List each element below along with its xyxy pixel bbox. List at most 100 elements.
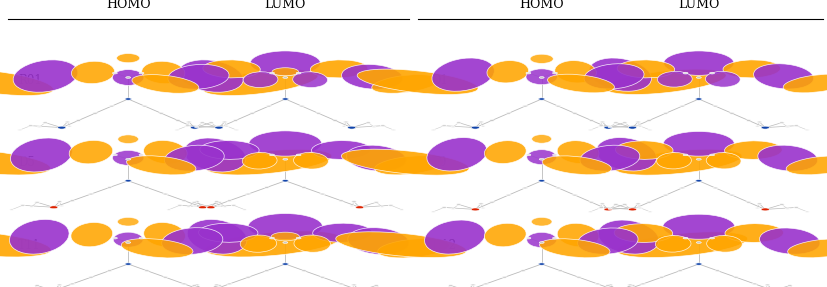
Ellipse shape	[729, 113, 734, 114]
Ellipse shape	[200, 122, 205, 123]
Ellipse shape	[108, 270, 112, 272]
Ellipse shape	[88, 193, 93, 195]
Ellipse shape	[270, 237, 275, 239]
Ellipse shape	[294, 152, 328, 169]
Ellipse shape	[584, 64, 644, 89]
Ellipse shape	[724, 141, 782, 159]
Ellipse shape	[131, 75, 199, 93]
Ellipse shape	[117, 218, 139, 226]
Ellipse shape	[192, 201, 197, 203]
Ellipse shape	[283, 77, 288, 78]
Ellipse shape	[28, 125, 33, 127]
Ellipse shape	[527, 232, 557, 247]
Text: LUMO: LUMO	[265, 0, 306, 11]
Ellipse shape	[783, 74, 827, 93]
Ellipse shape	[283, 242, 288, 243]
Ellipse shape	[604, 208, 612, 211]
Ellipse shape	[186, 121, 191, 123]
Ellipse shape	[629, 208, 633, 210]
Ellipse shape	[392, 129, 396, 131]
Ellipse shape	[399, 209, 404, 210]
Ellipse shape	[600, 203, 605, 205]
Text: D5: D5	[18, 156, 35, 169]
Ellipse shape	[380, 125, 385, 127]
Ellipse shape	[710, 237, 715, 239]
Ellipse shape	[0, 149, 50, 175]
Ellipse shape	[539, 242, 544, 243]
Text: HOMO: HOMO	[519, 0, 564, 11]
Ellipse shape	[0, 231, 51, 257]
Ellipse shape	[599, 125, 604, 127]
Ellipse shape	[109, 105, 114, 107]
Ellipse shape	[637, 207, 642, 208]
Ellipse shape	[451, 208, 455, 210]
Ellipse shape	[357, 69, 478, 94]
Ellipse shape	[37, 126, 41, 128]
Ellipse shape	[248, 214, 323, 239]
Ellipse shape	[205, 231, 341, 257]
Text: T9: T9	[432, 156, 447, 169]
Ellipse shape	[753, 64, 814, 89]
Ellipse shape	[144, 140, 187, 164]
Ellipse shape	[167, 209, 171, 210]
Ellipse shape	[372, 126, 376, 128]
Ellipse shape	[647, 120, 652, 121]
Ellipse shape	[663, 113, 668, 114]
Text: LUMO: LUMO	[678, 0, 719, 11]
Ellipse shape	[375, 156, 444, 175]
Ellipse shape	[338, 200, 343, 201]
Ellipse shape	[206, 149, 332, 175]
Ellipse shape	[301, 270, 306, 272]
Ellipse shape	[683, 154, 688, 156]
Ellipse shape	[112, 150, 144, 165]
Ellipse shape	[617, 232, 748, 257]
Ellipse shape	[185, 125, 190, 127]
Ellipse shape	[442, 125, 447, 127]
Ellipse shape	[680, 105, 685, 107]
Ellipse shape	[225, 125, 229, 127]
Ellipse shape	[552, 72, 557, 74]
Ellipse shape	[596, 137, 657, 171]
Ellipse shape	[215, 126, 223, 129]
Text: HOMO: HOMO	[106, 0, 151, 11]
Ellipse shape	[755, 207, 759, 209]
Ellipse shape	[265, 187, 270, 188]
Ellipse shape	[552, 154, 557, 156]
Ellipse shape	[442, 207, 447, 208]
Ellipse shape	[580, 145, 640, 171]
Ellipse shape	[125, 263, 131, 265]
Ellipse shape	[112, 72, 117, 74]
Ellipse shape	[141, 61, 185, 84]
Ellipse shape	[312, 141, 370, 159]
Ellipse shape	[58, 126, 66, 129]
Ellipse shape	[223, 125, 228, 127]
Ellipse shape	[538, 98, 545, 100]
Ellipse shape	[657, 71, 692, 87]
Ellipse shape	[490, 120, 495, 121]
Ellipse shape	[696, 180, 702, 182]
Ellipse shape	[598, 207, 602, 209]
Ellipse shape	[250, 113, 255, 114]
Ellipse shape	[502, 276, 507, 278]
Ellipse shape	[588, 129, 592, 131]
Ellipse shape	[249, 131, 322, 156]
Ellipse shape	[113, 232, 143, 247]
Ellipse shape	[431, 211, 435, 212]
Ellipse shape	[761, 208, 769, 211]
Ellipse shape	[608, 284, 613, 286]
Ellipse shape	[108, 187, 112, 188]
Ellipse shape	[187, 206, 191, 207]
Ellipse shape	[487, 61, 528, 83]
Ellipse shape	[338, 283, 343, 285]
Ellipse shape	[572, 194, 577, 196]
Ellipse shape	[296, 237, 301, 239]
Ellipse shape	[65, 121, 70, 123]
Ellipse shape	[556, 105, 561, 107]
Ellipse shape	[595, 283, 600, 285]
Ellipse shape	[622, 203, 627, 205]
Ellipse shape	[761, 126, 769, 129]
Ellipse shape	[179, 60, 243, 92]
Ellipse shape	[310, 60, 368, 78]
Ellipse shape	[342, 125, 346, 127]
Ellipse shape	[214, 201, 219, 203]
